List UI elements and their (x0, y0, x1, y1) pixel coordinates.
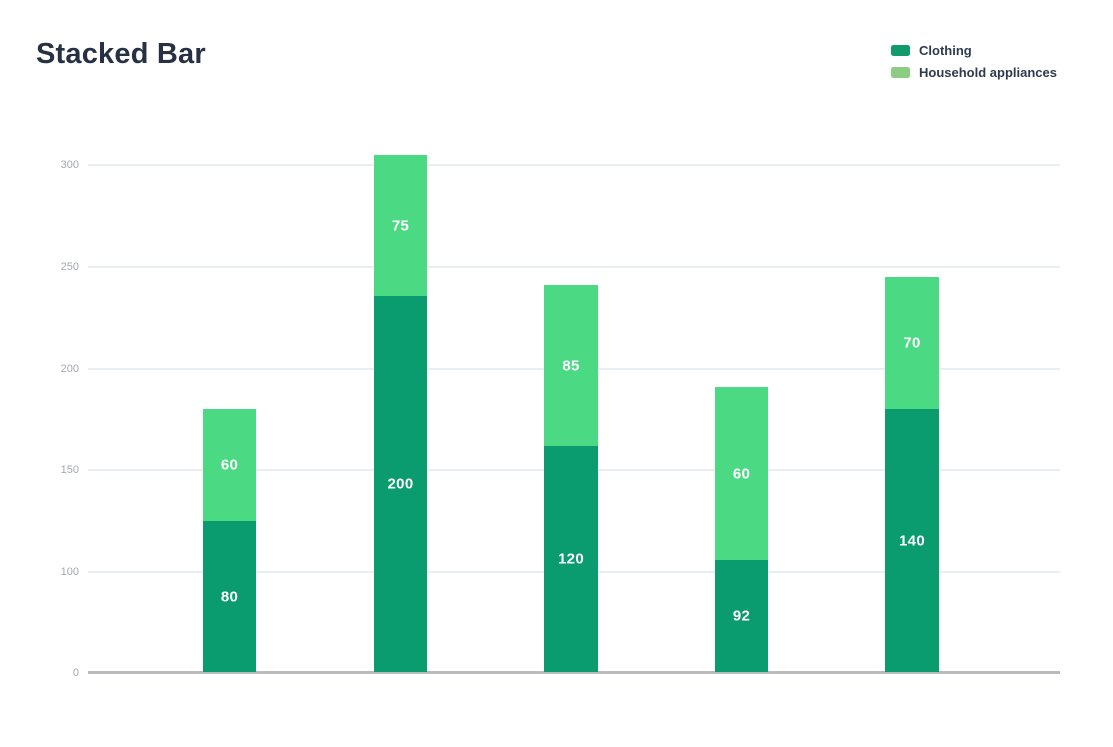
y-tick-label-300: 300 (60, 159, 79, 171)
y-tick-label-250: 250 (60, 261, 79, 273)
gridline-300 (88, 164, 1060, 166)
bar-1-segment-household-appliances[interactable] (203, 409, 256, 521)
bar-4-segment-household-appliances[interactable] (715, 387, 768, 560)
gridline-250 (88, 266, 1060, 268)
legend-label-household-appliances: Household appliances (919, 65, 1057, 80)
legend-item-clothing[interactable]: Clothing (891, 43, 1057, 58)
bar-5-segment-household-appliances[interactable] (885, 277, 939, 409)
bar-2-segment-clothing[interactable] (374, 296, 427, 672)
bar-3-segment-clothing[interactable] (544, 446, 598, 672)
legend-swatch-household-appliances-icon (891, 67, 911, 78)
y-tick-label-200: 200 (60, 363, 79, 375)
bar-2-segment-household-appliances[interactable] (374, 155, 427, 296)
legend-item-household-appliances[interactable]: Household appliances (891, 65, 1057, 80)
legend-swatch-clothing-icon (891, 45, 911, 56)
x-axis-line (88, 671, 1060, 674)
legend: Clothing Household appliances (891, 43, 1057, 80)
y-tick-label-100: 100 (60, 566, 79, 578)
y-tick-label-150: 150 (60, 464, 79, 476)
chart-title: Stacked Bar (36, 38, 206, 70)
y-tick-label-0: 0 (72, 667, 79, 679)
bar-5-segment-clothing[interactable] (885, 409, 939, 672)
legend-label-clothing: Clothing (919, 43, 972, 58)
bar-1-segment-clothing[interactable] (203, 521, 256, 672)
bar-3-segment-household-appliances[interactable] (544, 285, 598, 446)
bar-4-segment-clothing[interactable] (715, 560, 768, 672)
